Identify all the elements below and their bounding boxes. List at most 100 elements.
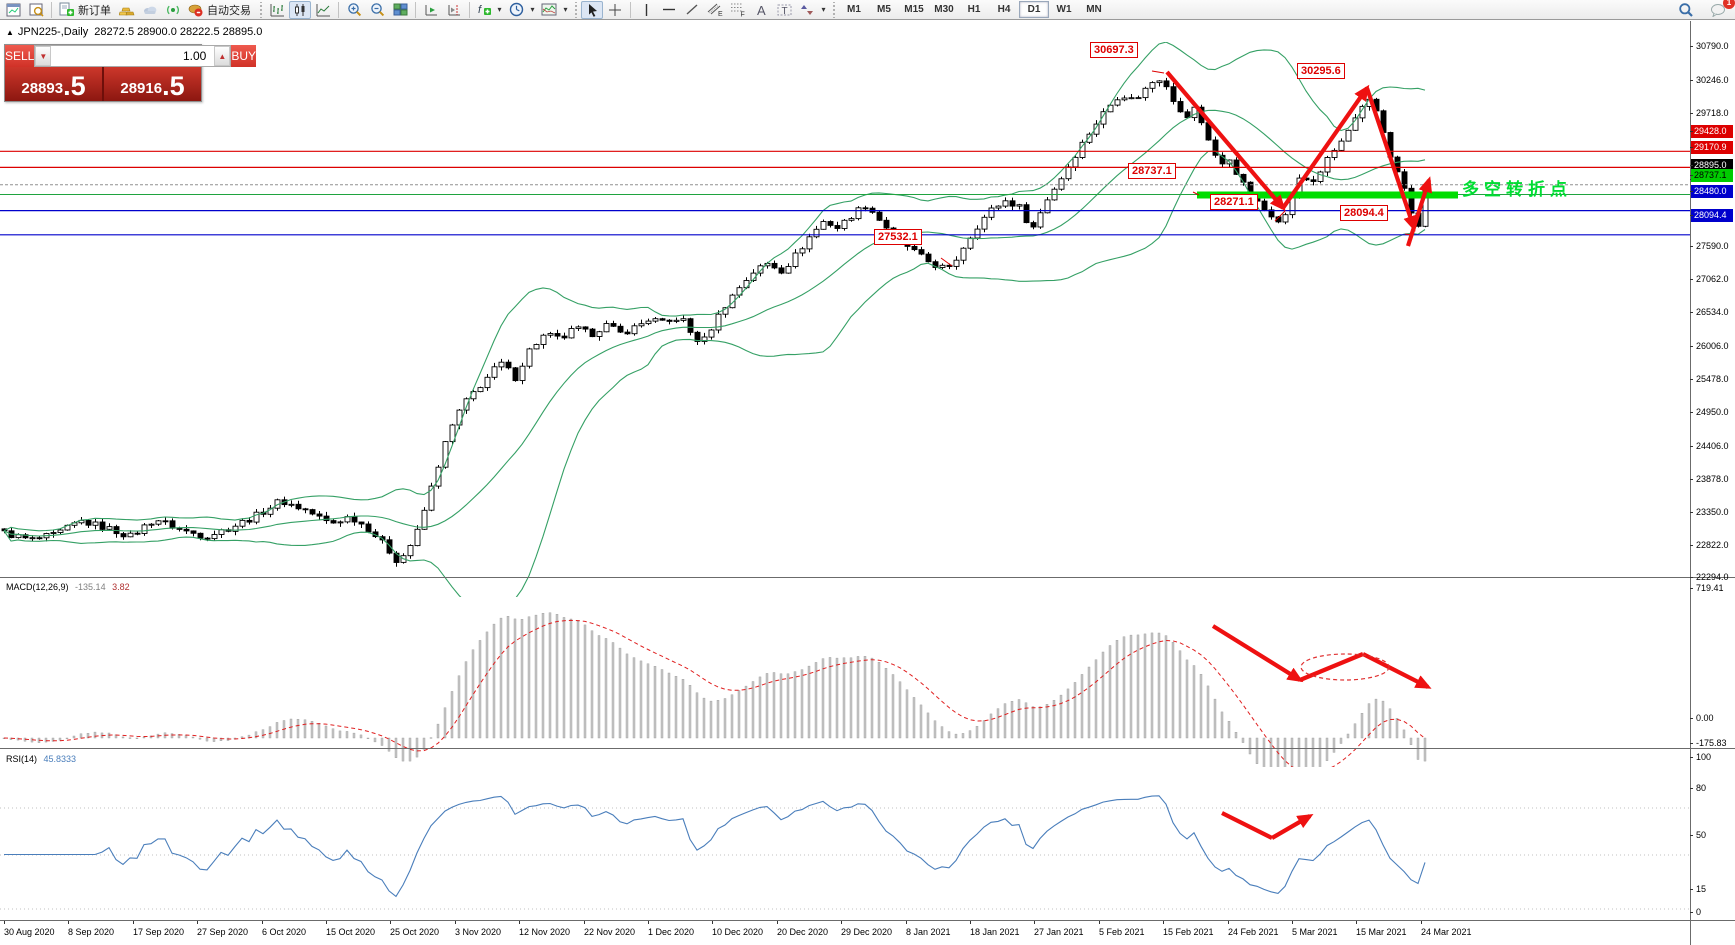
label-button[interactable]: T xyxy=(773,1,795,19)
symbol-period: JPN225-,Daily xyxy=(17,26,89,38)
price-axis-tick xyxy=(1690,346,1693,347)
templates-dropdown-caret[interactable]: ▾ xyxy=(563,5,568,14)
community-button[interactable] xyxy=(139,1,161,19)
timeframe-h4-button[interactable]: H4 xyxy=(997,4,1011,15)
auto-trading-label[interactable]: 自动交易 xyxy=(207,4,251,17)
crosshair-button[interactable] xyxy=(604,1,626,19)
timeframe-m30-button[interactable]: M30 xyxy=(934,4,954,15)
toolbar-separator xyxy=(469,1,470,18)
price-axis-label: 28480.0 xyxy=(1691,184,1733,198)
macd-axis-tick xyxy=(1690,588,1693,589)
timeframe-w1-button[interactable]: W1 xyxy=(1056,4,1072,15)
arrows-dropdown-caret[interactable]: ▾ xyxy=(821,5,826,14)
price-annotation-label: 28094.4 xyxy=(1340,205,1388,221)
search-button[interactable] xyxy=(1675,1,1697,19)
one-click-collapse-icon[interactable]: ▲ xyxy=(6,28,14,37)
cursor-button[interactable] xyxy=(581,0,603,19)
channel-button[interactable]: E xyxy=(704,1,726,19)
price-axis-label: 28895.0 xyxy=(1691,158,1733,172)
date-axis-label: 6 Oct 2020 xyxy=(262,927,307,937)
macd-signal-line xyxy=(3,619,1426,767)
autoscroll-button[interactable] xyxy=(420,1,442,19)
price-axis-label: 27590.0 xyxy=(1696,240,1729,251)
timeframe-toolbar: M1 M5 M15 M30 H1 H4 D1 W1 MN xyxy=(839,1,1109,18)
buy-price[interactable]: 28916.5 xyxy=(104,67,201,101)
volume-increase-button[interactable]: ▲ xyxy=(214,46,231,66)
zoom-in-button[interactable] xyxy=(343,1,365,19)
price-annotation-label: 28737.1 xyxy=(1128,163,1176,179)
periods-button[interactable] xyxy=(505,1,527,19)
price-axis-label: 29428.0 xyxy=(1691,124,1733,138)
candlestick-icon xyxy=(294,3,304,16)
template-icon xyxy=(541,3,557,16)
date-axis-label: 24 Mar 2021 xyxy=(1421,927,1472,937)
price-axis-label: 28094.4 xyxy=(1691,208,1733,222)
tile-windows-button[interactable] xyxy=(389,1,411,19)
gold-button[interactable] xyxy=(116,1,138,19)
candles-view-button[interactable] xyxy=(289,0,311,19)
zoom-out-button[interactable] xyxy=(366,1,388,19)
ohlc-high: 28900.0 xyxy=(137,26,177,38)
date-axis-label: 20 Dec 2020 xyxy=(777,927,829,937)
timeframe-d1-button[interactable]: D1 xyxy=(1019,1,1049,18)
buy-button[interactable]: BUY xyxy=(231,45,257,67)
timeframe-m1-button[interactable]: M1 xyxy=(847,4,861,15)
chart-shift-button[interactable] xyxy=(443,1,465,19)
indicators-icon: f xyxy=(478,4,491,16)
svg-text:A: A xyxy=(757,3,766,17)
window-magnifier-icon xyxy=(29,3,44,17)
notifications-button[interactable]: 1 xyxy=(1707,0,1735,19)
price-annotation-label: 30697.3 xyxy=(1090,42,1138,58)
hline-button[interactable] xyxy=(658,1,680,19)
price-scale[interactable] xyxy=(1691,21,1735,920)
chart-plot-area[interactable] xyxy=(0,20,1735,945)
periods-dropdown-caret[interactable]: ▾ xyxy=(530,5,535,14)
fibonacci-button[interactable]: F xyxy=(727,1,749,19)
toolbar-separator xyxy=(415,1,416,18)
autotrade-button[interactable] xyxy=(185,1,205,19)
bars-view-button[interactable] xyxy=(266,1,288,19)
svg-text:F: F xyxy=(741,12,745,18)
price-axis-tick xyxy=(1690,545,1693,546)
zoom-window-button[interactable] xyxy=(25,1,47,19)
macd-axis-label: -175.83 xyxy=(1696,737,1727,748)
price-axis-label: 25478.0 xyxy=(1696,373,1729,384)
price-axis-tick xyxy=(1690,379,1693,380)
time-scale[interactable] xyxy=(0,921,1690,945)
macd-axis-label: 719.41 xyxy=(1696,582,1724,593)
sell-price[interactable]: 28893.5 xyxy=(5,67,104,101)
volume-input[interactable] xyxy=(51,46,215,66)
timeframe-m5-button[interactable]: M5 xyxy=(877,4,891,15)
new-order-button[interactable] xyxy=(56,1,76,19)
vline-button[interactable] xyxy=(635,1,657,19)
rsi-axis-tick xyxy=(1690,889,1693,890)
price-axis-label: 24406.0 xyxy=(1696,440,1729,451)
trend-arrow xyxy=(1165,70,1286,212)
toolbar-separator xyxy=(51,1,52,18)
price-axis-tick xyxy=(1690,479,1693,480)
pane-separator[interactable] xyxy=(0,748,1735,749)
trendline-button[interactable] xyxy=(681,1,703,19)
indicators-dropdown-caret[interactable]: ▾ xyxy=(497,5,502,14)
templates-button[interactable] xyxy=(538,1,560,19)
ohlc-low: 28222.5 xyxy=(179,26,220,38)
sell-button[interactable]: SELL xyxy=(5,45,35,67)
pane-separator[interactable] xyxy=(0,577,1735,578)
search-icon xyxy=(1679,3,1693,17)
signals-button[interactable] xyxy=(162,1,184,19)
date-axis-tick xyxy=(519,921,520,924)
text-button[interactable]: A xyxy=(750,1,772,19)
charts-window-button[interactable] xyxy=(2,1,24,19)
timeframe-m15-button[interactable]: M15 xyxy=(904,4,924,15)
indicators-button[interactable]: f xyxy=(474,1,494,19)
timeframe-h1-button[interactable]: H1 xyxy=(967,4,981,15)
crosshair-icon xyxy=(609,3,621,16)
bollinger-band xyxy=(3,42,1426,532)
new-order-label[interactable]: 新订单 xyxy=(78,4,111,17)
price-annotation-label: 28271.1 xyxy=(1210,194,1258,210)
volume-decrease-button[interactable]: ▼ xyxy=(35,46,52,66)
price-axis-label: 23350.0 xyxy=(1696,506,1729,517)
line-view-button[interactable] xyxy=(312,1,334,19)
arrows-button[interactable] xyxy=(796,1,818,19)
timeframe-mn-button[interactable]: MN xyxy=(1086,4,1102,15)
